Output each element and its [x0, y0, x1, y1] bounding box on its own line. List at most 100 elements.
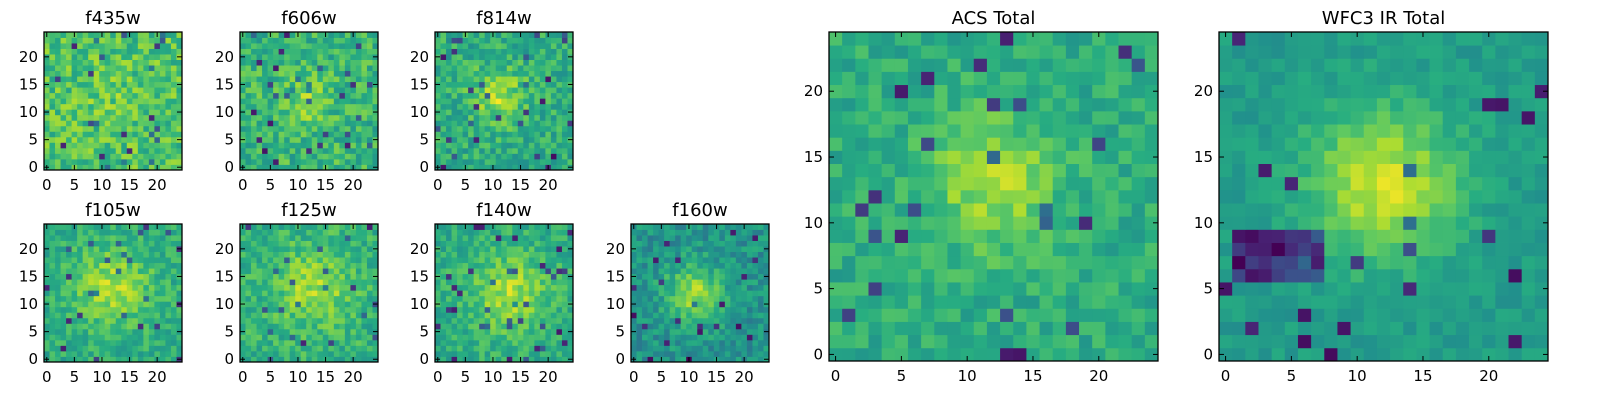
heatmap-cell — [435, 323, 441, 330]
heatmap-cell — [517, 240, 524, 247]
heatmap-cell — [143, 301, 150, 308]
heatmap-cell — [512, 279, 519, 286]
heatmap-cell — [273, 120, 280, 127]
heatmap-cell — [49, 235, 56, 241]
heatmap-cell — [82, 164, 89, 171]
heatmap-cell — [143, 290, 150, 297]
heatmap-cell — [99, 70, 106, 77]
heatmap-cell — [697, 262, 704, 269]
heatmap-cell — [490, 92, 497, 99]
heatmap-cell — [344, 153, 351, 160]
heatmap-cell — [539, 251, 546, 258]
heatmap-cell — [523, 76, 530, 83]
heatmap-cell — [366, 312, 373, 319]
heatmap-cell — [653, 235, 659, 241]
heatmap-cell — [49, 229, 56, 236]
heatmap-cell — [468, 273, 475, 280]
heatmap-cell — [88, 251, 95, 258]
heatmap-cell — [539, 224, 546, 230]
heatmap-cell — [495, 268, 502, 275]
heatmap-cell — [446, 229, 452, 236]
heatmap-cell — [148, 98, 155, 105]
heatmap-cell — [66, 54, 72, 60]
heatmap-cell — [99, 48, 106, 55]
heatmap-cell — [730, 295, 737, 302]
heatmap-cell — [344, 158, 351, 165]
heatmap-cell — [921, 308, 935, 322]
heatmap-cell — [333, 59, 340, 66]
heatmap-cell — [82, 70, 89, 77]
heatmap-cell — [1026, 255, 1040, 270]
heatmap-cell — [567, 251, 574, 258]
heatmap-cell — [262, 32, 268, 38]
heatmap-cell — [132, 229, 139, 236]
heatmap-cell — [104, 37, 111, 44]
heatmap-cell — [49, 356, 56, 363]
heatmap-cell — [462, 87, 469, 94]
heatmap-cell — [104, 306, 111, 313]
heatmap-cell — [462, 76, 469, 83]
heatmap-cell — [479, 317, 486, 324]
heatmap-cell — [708, 257, 715, 264]
heatmap-cell — [88, 131, 95, 138]
heatmap-cell — [490, 81, 497, 88]
heatmap-cell — [484, 284, 491, 291]
heatmap-cell — [1144, 189, 1159, 204]
heatmap-cell — [300, 306, 307, 313]
heatmap-cell — [143, 131, 150, 138]
heatmap-cell — [278, 240, 285, 247]
heatmap-cell — [317, 224, 324, 230]
heatmap-cell — [1131, 203, 1146, 217]
heatmap-cell — [680, 251, 687, 258]
heatmap-cell — [763, 257, 770, 264]
heatmap-cell — [176, 87, 183, 94]
heatmap-cell — [686, 273, 693, 280]
heatmap-cell — [675, 339, 682, 346]
heatmap-cell — [306, 164, 313, 171]
heatmap-cell — [44, 103, 50, 110]
heatmap-cell — [126, 37, 133, 44]
heatmap-cell — [289, 37, 296, 44]
heatmap-cell — [240, 158, 246, 165]
heatmap-cell — [240, 334, 246, 341]
heatmap-cell — [757, 345, 764, 352]
heatmap-cell — [159, 43, 166, 49]
heatmap-cell — [545, 109, 552, 116]
heatmap-cell — [881, 347, 896, 362]
heatmap-cell — [44, 48, 50, 55]
heatmap-cell — [1026, 242, 1040, 257]
heatmap-cell — [267, 54, 274, 60]
heatmap-cell — [159, 54, 166, 60]
heatmap-cell — [561, 339, 568, 346]
heatmap-cell — [735, 317, 742, 324]
heatmap-cell — [317, 81, 324, 88]
heatmap-cell — [355, 65, 362, 72]
heatmap-cell — [545, 251, 552, 258]
heatmap-cell — [77, 136, 84, 143]
heatmap-cell — [267, 48, 274, 55]
heatmap-cell — [1052, 255, 1067, 270]
heatmap-cell — [44, 120, 50, 127]
heatmap-cell — [350, 295, 357, 302]
heatmap-cell — [137, 350, 144, 357]
heatmap-cell — [60, 136, 67, 143]
y-tick-label: 15 — [19, 75, 38, 93]
heatmap-cell — [44, 98, 50, 105]
heatmap-cell — [366, 290, 373, 297]
heatmap-cell — [495, 54, 502, 60]
heatmap-cell — [278, 290, 285, 297]
heatmap-cell — [947, 347, 961, 362]
heatmap-cell — [534, 323, 541, 330]
heatmap-cell — [262, 131, 268, 138]
heatmap-cell — [44, 153, 50, 160]
heatmap-cell — [295, 54, 302, 60]
heatmap-cell — [328, 301, 335, 308]
heatmap-cell — [446, 334, 452, 341]
heatmap-cell — [561, 54, 568, 60]
heatmap-cell — [289, 136, 296, 143]
heatmap-cell — [300, 295, 307, 302]
heatmap-cell — [93, 98, 100, 105]
heatmap-cell — [159, 37, 166, 44]
heatmap-cell — [165, 350, 172, 357]
